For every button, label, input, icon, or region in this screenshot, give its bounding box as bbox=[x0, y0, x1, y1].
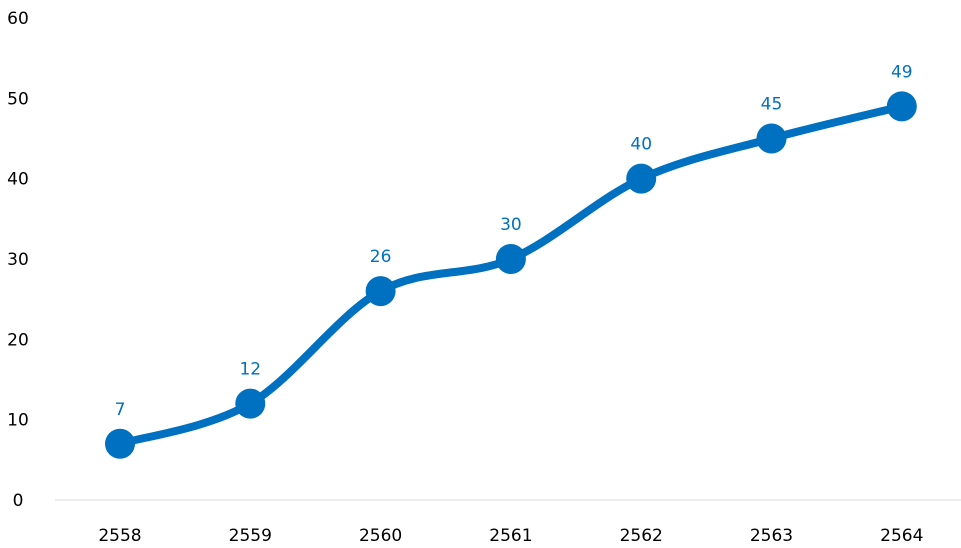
data-point bbox=[886, 91, 917, 122]
data-label: 12 bbox=[239, 360, 261, 380]
x-tick-label: 2563 bbox=[750, 526, 793, 546]
data-point bbox=[235, 388, 266, 419]
y-tick-label: 20 bbox=[7, 330, 29, 350]
data-label: 26 bbox=[370, 247, 392, 267]
data-label: 40 bbox=[630, 135, 652, 155]
y-tick-label: 0 bbox=[13, 491, 24, 511]
data-point bbox=[105, 428, 135, 459]
data-point bbox=[756, 123, 787, 154]
data-label: 7 bbox=[115, 400, 126, 420]
series-line bbox=[116, 102, 906, 448]
x-tick-label: 2558 bbox=[98, 526, 141, 546]
x-tick-label: 2561 bbox=[489, 526, 532, 546]
y-axis-ticks: 0 10 20 30 40 50 60 bbox=[7, 9, 29, 511]
data-point bbox=[495, 244, 526, 274]
x-axis-ticks: 2558 2559 2560 2561 2562 2563 2564 bbox=[98, 526, 923, 546]
y-tick-label: 50 bbox=[7, 89, 29, 109]
y-tick-label: 10 bbox=[7, 411, 29, 431]
data-label: 45 bbox=[761, 95, 783, 115]
data-point bbox=[365, 276, 396, 307]
y-tick-label: 40 bbox=[7, 170, 29, 190]
x-tick-label: 2560 bbox=[359, 526, 402, 546]
x-tick-label: 2562 bbox=[620, 526, 663, 546]
data-point bbox=[626, 163, 657, 194]
series-points bbox=[105, 91, 917, 459]
data-label: 49 bbox=[891, 62, 913, 82]
y-tick-label: 60 bbox=[7, 9, 29, 29]
y-tick-label: 30 bbox=[7, 250, 29, 270]
data-label: 30 bbox=[500, 215, 522, 235]
x-tick-label: 2559 bbox=[229, 526, 272, 546]
data-labels: 7 12 26 30 40 45 49 bbox=[115, 62, 913, 419]
x-tick-label: 2564 bbox=[880, 526, 923, 546]
